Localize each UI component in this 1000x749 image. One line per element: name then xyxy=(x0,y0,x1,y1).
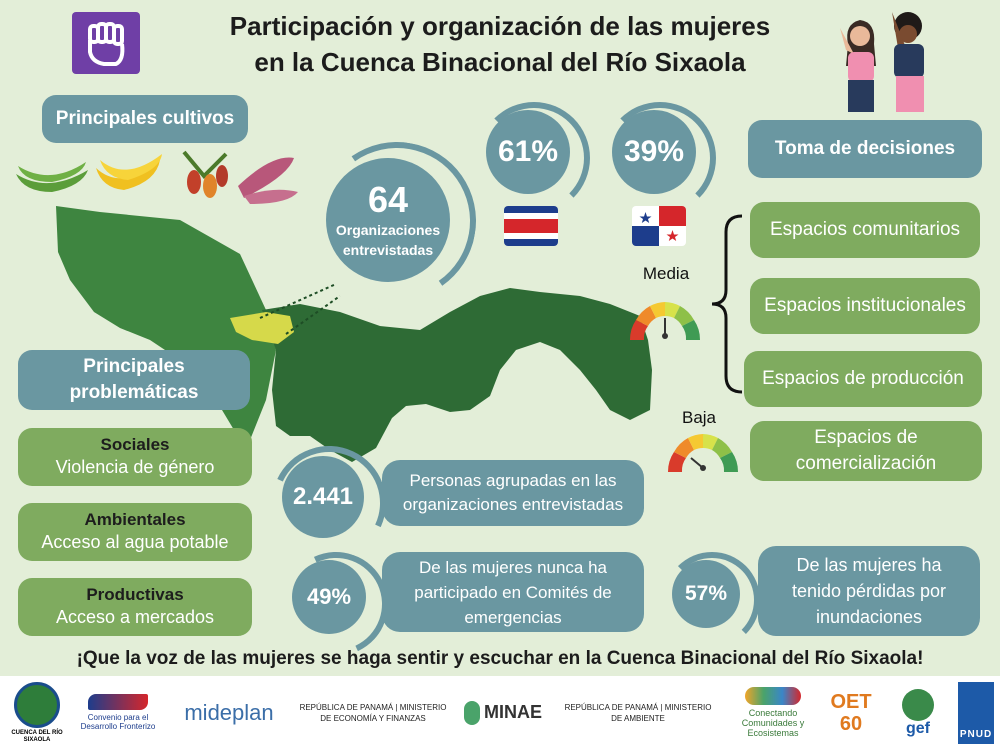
problematicas-title: Principales problemáticas xyxy=(18,350,250,410)
decision-item-label: Espacios de comercialización xyxy=(795,427,937,474)
decisiones-title: Toma de decisiones xyxy=(748,120,982,178)
plantain-icon xyxy=(16,162,88,192)
decision-item: Espacios de comercialización xyxy=(750,421,982,481)
comites-text: De las mujeres nunca ha participado en C… xyxy=(414,557,612,627)
pnud-logo: PNUD xyxy=(956,676,996,749)
costa-rica-ring xyxy=(478,102,590,214)
cultivos-label: Principales cultivos xyxy=(42,95,248,143)
problem-category: Sociales xyxy=(100,435,170,454)
comites-text-box: De las mujeres nunca ha participado en C… xyxy=(382,552,644,632)
cassava-icon xyxy=(238,157,298,204)
decision-item-label: Espacios comunitarios xyxy=(769,219,961,240)
personas-text: Personas agrupadas en las organizaciones… xyxy=(402,471,624,514)
gauge-baja-label: Baja xyxy=(681,408,717,427)
organizaciones-label: Organizaciones entrevistadas xyxy=(335,222,441,258)
problem-item: Productivas Acceso a mercados xyxy=(18,578,252,636)
mideplan-logo: mideplan xyxy=(184,699,274,725)
cultivos-label-text: Principales cultivos xyxy=(55,108,235,129)
costa-rica-circle: 61% xyxy=(486,110,570,194)
decision-item-label: Espacios de producción xyxy=(762,368,964,389)
problem-text: Acceso a mercados xyxy=(55,607,215,627)
costa-rica-flag-icon xyxy=(504,206,558,246)
page-title: Participación y organización de las muje… xyxy=(150,8,850,80)
conectando-logo: Conectando Comunidades y Ecosistemas xyxy=(728,676,818,749)
perdidas-ring xyxy=(664,552,760,648)
sixaola-basin-highlight xyxy=(230,312,294,344)
decision-item: Espacios de producción xyxy=(744,351,982,407)
panama-ring xyxy=(604,102,716,214)
banana-icon xyxy=(96,154,162,190)
organizaciones-circle: 64 Organizaciones entrevistadas xyxy=(326,158,450,282)
gef-logo: gef xyxy=(888,676,948,749)
title-line-2: en la Cuenca Binacional del Río Sixaola xyxy=(254,47,746,77)
panama-pct: 39% xyxy=(623,135,685,168)
cuenca-sixaola-logo: CUENCA DEL RÍO SIXAOLA xyxy=(4,676,70,749)
personas-circle: 2.441 xyxy=(282,456,364,538)
convenio-logo: Convenio para el Desarrollo Fronterizo xyxy=(76,676,160,749)
women-illustration xyxy=(826,4,946,112)
title-line-1: Participación y organización de las muje… xyxy=(229,11,771,41)
perdidas-value: 57% xyxy=(684,582,728,605)
problematicas-title-text: Principales problemáticas xyxy=(69,356,199,403)
gauge-baja-icon xyxy=(660,428,746,476)
decision-item: Espacios institucionales xyxy=(750,278,980,334)
panama-shape xyxy=(262,288,652,462)
perdidas-text-box: De las mujeres ha tenido pérdidas por in… xyxy=(758,546,980,636)
perdidas-text: De las mujeres ha tenido pérdidas por in… xyxy=(791,555,947,627)
problem-text: Acceso al agua potable xyxy=(41,532,229,552)
panama-flag-icon xyxy=(632,206,686,246)
problem-text: Violencia de género xyxy=(55,457,215,477)
miambiente-logo: REPÚBLICA DE PANAMÁ | MINISTERIO DE AMBI… xyxy=(564,702,712,723)
minae-logo: MINAE xyxy=(456,676,550,749)
slogan: ¡Que la voz de las mujeres se haga senti… xyxy=(76,648,924,669)
oet-logo: OET 60 xyxy=(830,690,872,735)
panama-circle: 39% xyxy=(612,110,696,194)
footer-logos: CUENCA DEL RÍO SIXAOLA Convenio para el … xyxy=(0,676,1000,749)
costa-rica-pct: 61% xyxy=(497,135,559,168)
decision-item-label: Espacios institucionales xyxy=(764,295,966,316)
crops-illustration xyxy=(12,146,302,210)
organizaciones-count: 64 xyxy=(367,179,409,220)
problem-item: Ambientales Acceso al agua potable xyxy=(18,503,252,561)
decisiones-title-text: Toma de decisiones xyxy=(774,138,956,159)
perdidas-circle: 57% xyxy=(672,560,740,628)
gauge-media-icon xyxy=(622,284,708,348)
personas-text-box: Personas agrupadas en las organizaciones… xyxy=(382,460,644,526)
brace xyxy=(706,212,746,396)
cacao-icon xyxy=(182,150,228,198)
problem-category: Ambientales xyxy=(84,510,186,529)
gauge-media-label: Media xyxy=(642,264,690,283)
decision-item: Espacios comunitarios xyxy=(750,202,980,258)
comites-value: 49% xyxy=(306,584,352,609)
comites-circle: 49% xyxy=(292,560,366,634)
personas-value: 2.441 xyxy=(292,483,354,510)
problem-item: Sociales Violencia de género xyxy=(18,428,252,486)
mef-panama-logo: REPÚBLICA DE PANAMÁ | MINISTERIO DE ECON… xyxy=(299,702,447,723)
problem-category: Productivas xyxy=(86,585,184,604)
fist-icon xyxy=(72,12,140,74)
